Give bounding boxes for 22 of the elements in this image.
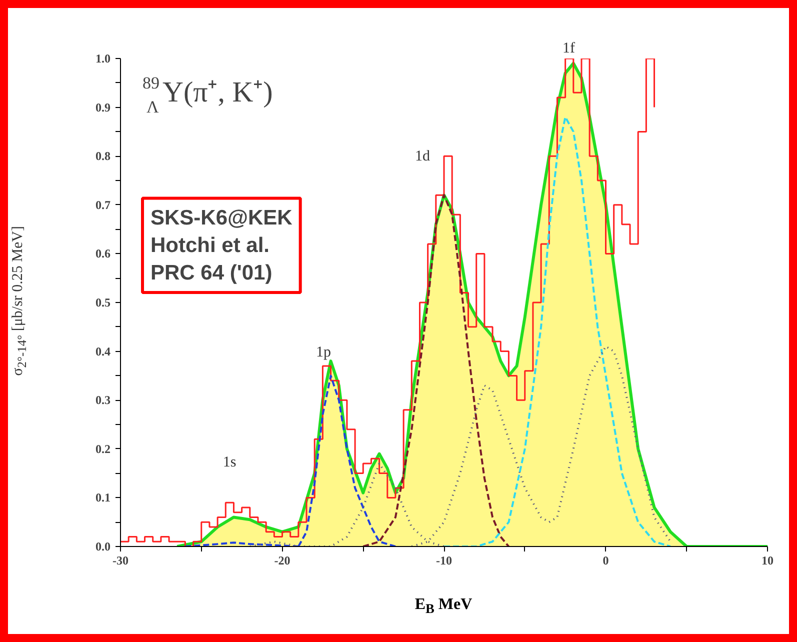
- x-axis-title: E$_{B}$ MeV: [414, 595, 474, 618]
- x-tick-label: -20: [274, 554, 290, 568]
- y-tick-label: 0.9: [96, 100, 110, 114]
- y-tick-label: 0.1: [96, 490, 110, 505]
- y-tick-label: 0.8: [96, 149, 110, 164]
- annotation: SKS-K6@KEK Hotchi et al. PRC 64 ('01): [150, 206, 292, 284]
- y-tick-label: 0.6: [96, 246, 110, 261]
- y-tick-label: 0.2: [96, 442, 110, 456]
- y-tick-label: 0.7: [96, 198, 110, 212]
- text: 1f: [562, 40, 575, 56]
- x-tick-label: -30: [112, 554, 128, 568]
- x-tick-label: -10: [436, 554, 452, 568]
- annotation: 1s: [222, 454, 236, 470]
- x-tick-label: 0: [602, 554, 609, 568]
- y-tick-label: 0.0: [96, 540, 110, 554]
- y-tick-label: 1.0: [96, 52, 110, 66]
- y-tick-label: 0.5: [96, 296, 110, 310]
- x-tick-label: 10: [762, 554, 774, 568]
- annotation: 1p: [316, 344, 331, 360]
- y-tick-label: 0.3: [96, 393, 110, 408]
- y-tick-label: 0.4: [96, 344, 110, 358]
- annotation: 1d: [415, 148, 430, 164]
